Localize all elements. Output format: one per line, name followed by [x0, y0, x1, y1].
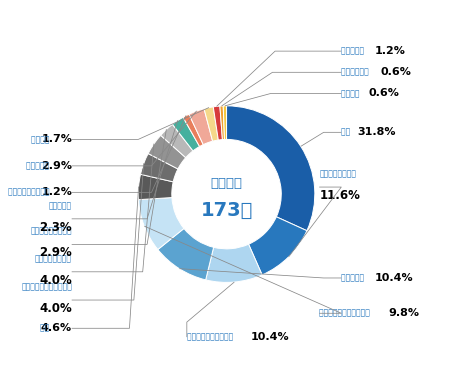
Text: 2.9%: 2.9%: [41, 161, 72, 171]
Wedge shape: [220, 106, 225, 140]
Text: 0.6%: 0.6%: [369, 88, 400, 99]
Text: 10.4%: 10.4%: [250, 332, 289, 342]
Wedge shape: [139, 198, 184, 249]
Text: 激突: 激突: [40, 324, 52, 333]
Text: 1.2%: 1.2%: [375, 46, 406, 56]
Text: 機械挟まれ・巻き込まれ: 機械挟まれ・巻き込まれ: [21, 282, 72, 291]
Text: 31.8%: 31.8%: [357, 128, 396, 137]
Text: 火災・爆発: 火災・爆発: [341, 46, 367, 56]
Text: 動作の反動・無理動作: 動作の反動・無理動作: [187, 333, 235, 342]
Text: 交通事故（その他）: 交通事故（その他）: [8, 188, 52, 197]
Wedge shape: [148, 135, 186, 169]
Text: 転倒: 転倒: [341, 128, 353, 137]
Text: 有害物等との接触: 有害物等との接触: [35, 254, 72, 263]
Text: 1.7%: 1.7%: [41, 134, 72, 144]
Text: 4.0%: 4.0%: [39, 302, 72, 315]
Wedge shape: [204, 107, 218, 141]
Wedge shape: [183, 114, 203, 147]
Text: 2.9%: 2.9%: [39, 246, 72, 259]
Text: 高温・低温の物との接触: 高温・低温の物との接触: [319, 309, 373, 318]
Text: 墜落・転落: 墜落・転落: [341, 273, 367, 282]
Text: 挟まれ・巻き込まれ: 挟まれ・巻き込まれ: [31, 226, 72, 236]
Text: その他の型: その他の型: [26, 161, 52, 170]
Text: 切れ・こすれ: 切れ・こすれ: [341, 68, 371, 77]
Wedge shape: [189, 109, 212, 145]
Text: 1.2%: 1.2%: [41, 188, 72, 197]
Text: 10.4%: 10.4%: [375, 273, 414, 283]
Text: 休業災害: 休業災害: [211, 177, 243, 190]
Wedge shape: [138, 174, 173, 200]
Wedge shape: [206, 244, 262, 282]
Text: 激突され: 激突され: [341, 89, 362, 98]
Text: 4.6%: 4.6%: [41, 323, 72, 333]
Wedge shape: [248, 217, 307, 275]
Wedge shape: [213, 106, 222, 140]
Wedge shape: [172, 117, 200, 151]
Text: 飛来・落下: 飛来・落下: [49, 201, 72, 210]
Wedge shape: [223, 106, 226, 140]
Text: 173件: 173件: [200, 201, 253, 219]
Text: 分類不能: 分類不能: [31, 135, 52, 144]
Text: 2.3%: 2.3%: [40, 220, 72, 234]
Text: 交通事故（道路）: 交通事故（道路）: [319, 169, 356, 178]
Wedge shape: [158, 228, 214, 280]
Wedge shape: [161, 124, 193, 158]
Text: 4.0%: 4.0%: [39, 274, 72, 286]
Text: 9.8%: 9.8%: [389, 308, 420, 318]
Text: 0.6%: 0.6%: [381, 67, 412, 77]
Wedge shape: [140, 153, 178, 182]
Text: 11.6%: 11.6%: [319, 189, 360, 202]
Wedge shape: [226, 106, 315, 231]
